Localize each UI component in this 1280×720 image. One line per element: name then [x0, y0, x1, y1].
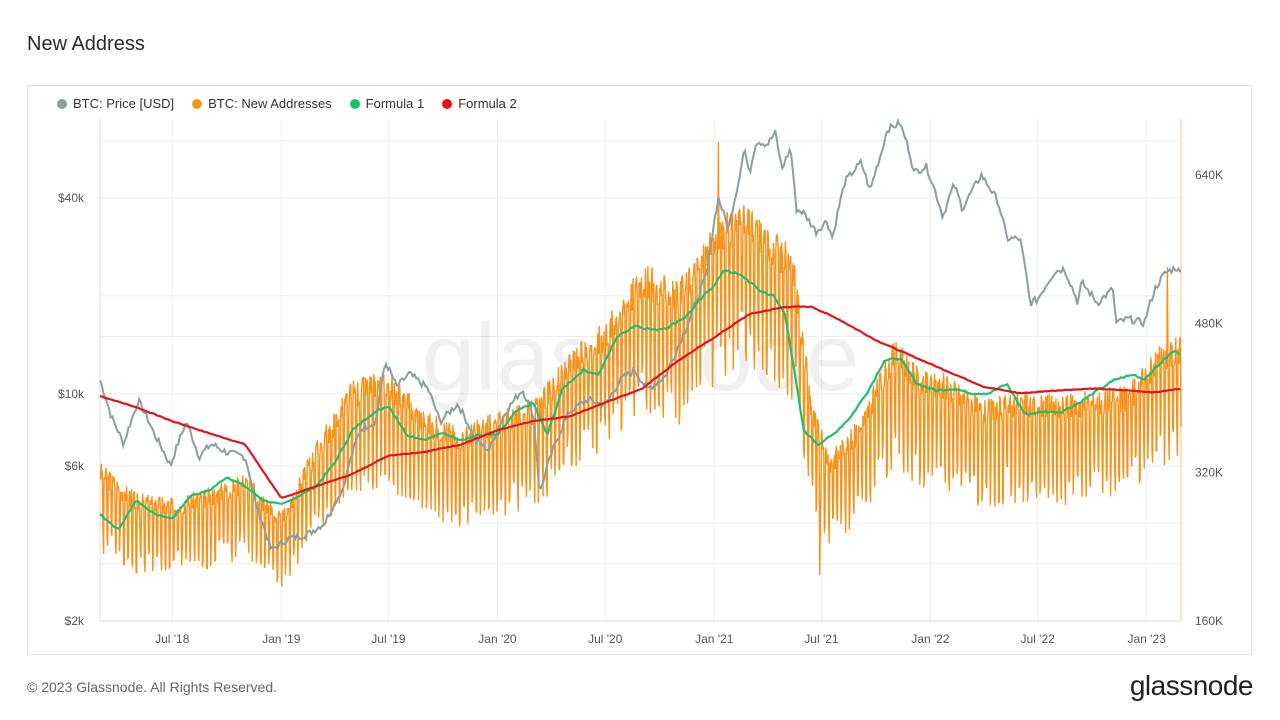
- x-tick-label-1: Jan '19: [262, 632, 301, 646]
- legend-dot-formula-1: [349, 98, 360, 109]
- y-right-tick-label-1: 320K: [1195, 465, 1223, 479]
- legend-label-formula-1: Formula 1: [365, 96, 425, 111]
- legend-item-formula-1[interactable]: Formula 1: [349, 96, 425, 111]
- x-tick-label-5: Jan '21: [695, 632, 734, 646]
- y-left-tick-label-3: $40k: [58, 191, 85, 205]
- legend-item-formula-2[interactable]: Formula 2: [442, 96, 517, 111]
- legend-dot-new-addresses: [192, 98, 203, 109]
- x-tick-label-7: Jan '22: [911, 632, 950, 646]
- y-right-tick-label-0: 160K: [1195, 614, 1223, 628]
- copyright-text: © 2023 Glassnode. All Rights Reserved.: [27, 679, 278, 695]
- x-tick-label-3: Jan '20: [478, 632, 517, 646]
- legend-label-new-addresses: BTC: New Addresses: [208, 96, 332, 111]
- watermark-text: glassnode: [422, 304, 860, 411]
- series-line-btc-price: [99, 117, 1182, 551]
- x-tick-label-0: Jul '18: [155, 632, 190, 646]
- x-tick-label-8: Jul '22: [1021, 632, 1056, 646]
- legend-label-formula-2: Formula 2: [458, 96, 517, 111]
- y-right-tick-label-3: 640K: [1195, 168, 1223, 182]
- x-tick-label-2: Jul '19: [371, 632, 406, 646]
- series-line-formula-1: [99, 269, 1181, 531]
- x-tick-label-9: Jan '23: [1127, 632, 1166, 646]
- series-line-formula-2: [99, 305, 1181, 499]
- legend-label-btc-price: BTC: Price [USD]: [73, 96, 175, 111]
- series-line-new-addresses: [99, 141, 1182, 588]
- page-title: New Address: [27, 33, 145, 55]
- legend-dot-btc-price: [57, 98, 67, 109]
- legend-dot-formula-2: [442, 98, 453, 109]
- glassnode-logo: glassnode: [1129, 670, 1254, 701]
- y-left-tick-label-0: $2k: [65, 614, 85, 628]
- legend-item-new-addresses[interactable]: BTC: New Addresses: [192, 96, 332, 111]
- chart-legend: BTC: Price [USD] BTC: New Addresses Form…: [57, 96, 517, 111]
- chart-plot[interactable]: glassnode $2k $6k $10k $40k 160K 320K 480K 640K J…: [28, 86, 1251, 654]
- x-tick-label-4: Jul '20: [588, 632, 623, 646]
- chart-container: BTC: Price [USD] BTC: New Addresses Form…: [27, 85, 1252, 655]
- y-left-tick-label-1: $6k: [65, 459, 85, 473]
- legend-item-btc-price[interactable]: BTC: Price [USD]: [57, 96, 174, 111]
- x-tick-label-6: Jul '21: [804, 632, 839, 646]
- y-right-tick-label-2: 480K: [1195, 317, 1223, 331]
- y-left-tick-label-2: $10k: [58, 387, 85, 401]
